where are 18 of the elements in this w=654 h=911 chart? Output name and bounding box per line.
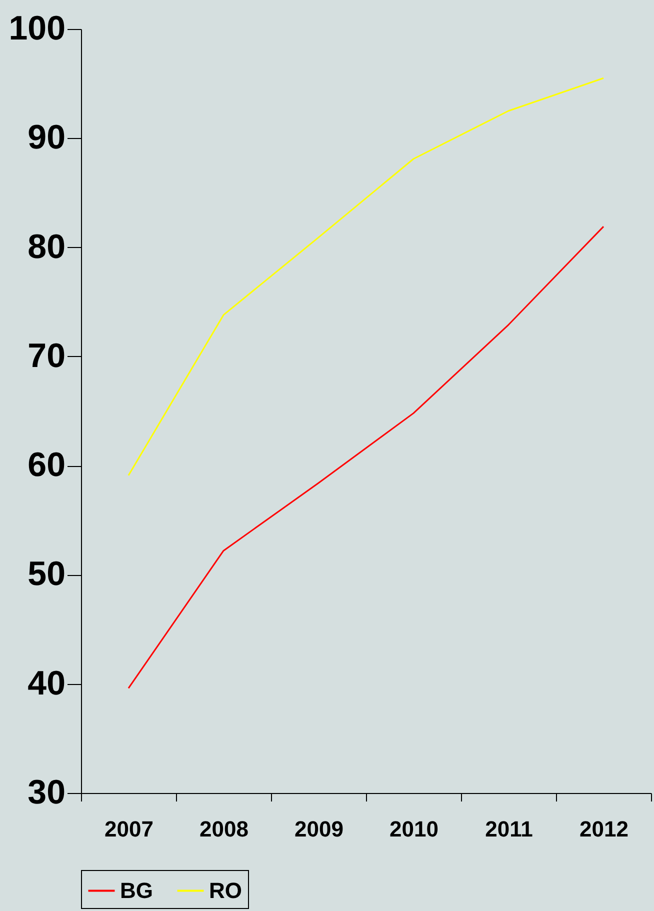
legend-label: RO <box>209 878 242 903</box>
y-tick-label: 30 <box>28 774 66 812</box>
x-tick-label: 2007 <box>104 816 154 842</box>
x-tick-label: 2010 <box>390 816 438 842</box>
y-tick-label: 50 <box>28 555 66 594</box>
x-tick-label: 2008 <box>200 816 248 842</box>
y-tick-label: 70 <box>28 336 66 375</box>
x-tick-label: 2011 <box>485 816 533 842</box>
y-tick-label: 100 <box>8 10 66 48</box>
line-series <box>128 226 604 689</box>
y-tick-label: 90 <box>28 118 66 157</box>
legend-label: BG <box>120 878 153 903</box>
x-tick-label: 2009 <box>294 816 344 842</box>
y-tick-label: 40 <box>28 664 66 702</box>
y-tick-label: 60 <box>28 446 66 484</box>
line-series <box>128 77 604 476</box>
y-tick-label: 80 <box>28 228 66 266</box>
x-tick-label: 2012 <box>580 816 628 842</box>
